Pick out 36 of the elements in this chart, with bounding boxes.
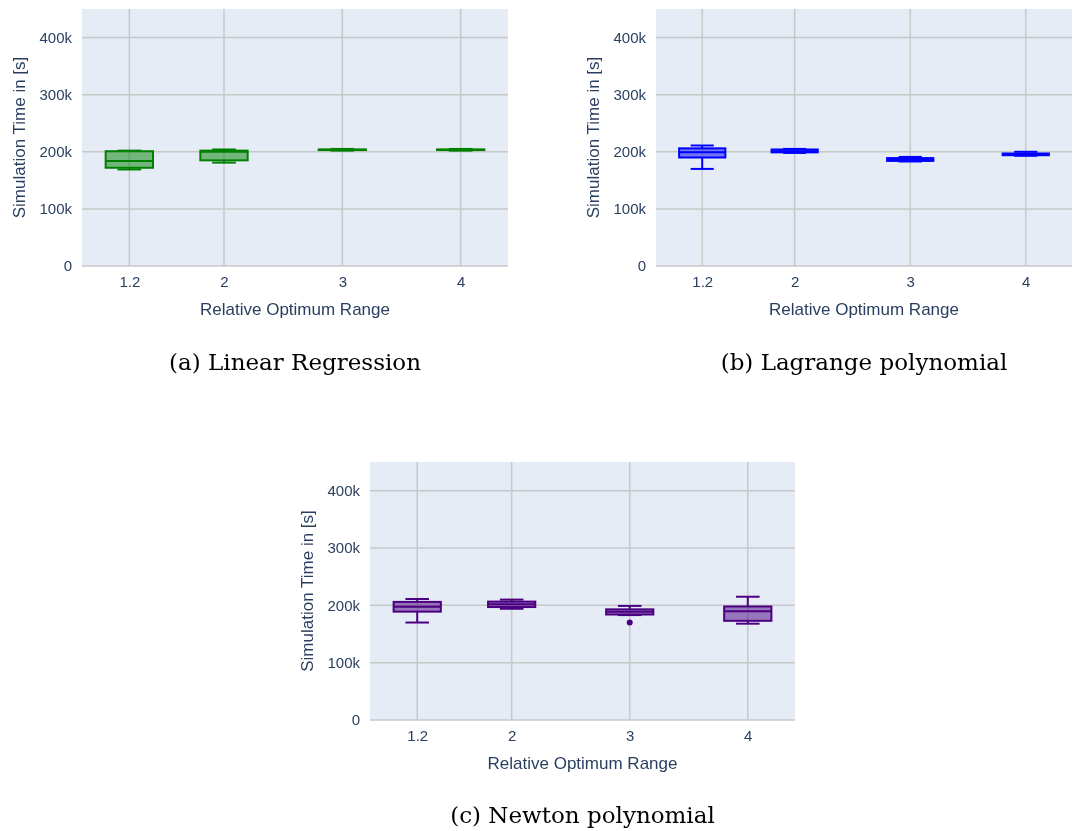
y-axis-title: Simulation Time in [s] [584, 56, 603, 219]
y-tick-label: 300k [613, 85, 647, 103]
x-tick-label: 3 [906, 272, 915, 290]
y-tick-label: 0 [351, 711, 360, 729]
y-tick-label: 300k [327, 539, 361, 557]
y-tick-label: 100k [39, 200, 73, 218]
x-tick-label: 2 [790, 272, 800, 290]
x-tick-label: 1.2 [119, 272, 141, 290]
y-tick-label: 100k [613, 200, 647, 218]
y-axis-title: Simulation Time in [s] [10, 56, 29, 219]
x-tick-label: 4 [456, 272, 466, 290]
x-tick-label: 1.2 [692, 272, 714, 290]
y-tick-label: 0 [63, 257, 72, 275]
x-axis-title: Relative Optimum Range [487, 754, 678, 773]
x-tick-label: 4 [1022, 272, 1031, 290]
text: (b) Lagrange polynomial [720, 349, 1008, 375]
x-tick-label: 2 [507, 726, 517, 744]
x-tick-label: 4 [744, 726, 753, 744]
x-axis-title: Relative Optimum Range [200, 300, 390, 319]
x-tick-label: 3 [338, 272, 348, 290]
y-tick-label: 200k [613, 143, 647, 161]
x-axis-title: Relative Optimum Range [769, 300, 959, 319]
y-tick-label: 200k [327, 596, 361, 614]
y-axis-title: Simulation Time in [s] [298, 510, 317, 672]
y-tick-label: 200k [39, 143, 73, 161]
y-tick-label: 300k [39, 85, 73, 103]
text: (a) Linear Regression [169, 349, 422, 375]
y-tick-label: 400k [39, 28, 73, 46]
y-tick-label: 400k [613, 28, 647, 46]
y-tick-label: 0 [637, 257, 646, 275]
x-tick-label: 3 [626, 726, 635, 744]
y-tick-label: 400k [327, 481, 361, 499]
x-tick-label: 1.2 [407, 726, 429, 744]
x-tick-label: 2 [220, 272, 229, 290]
y-tick-label: 100k [327, 653, 361, 671]
text: (c) Newton polynomial [450, 802, 715, 828]
